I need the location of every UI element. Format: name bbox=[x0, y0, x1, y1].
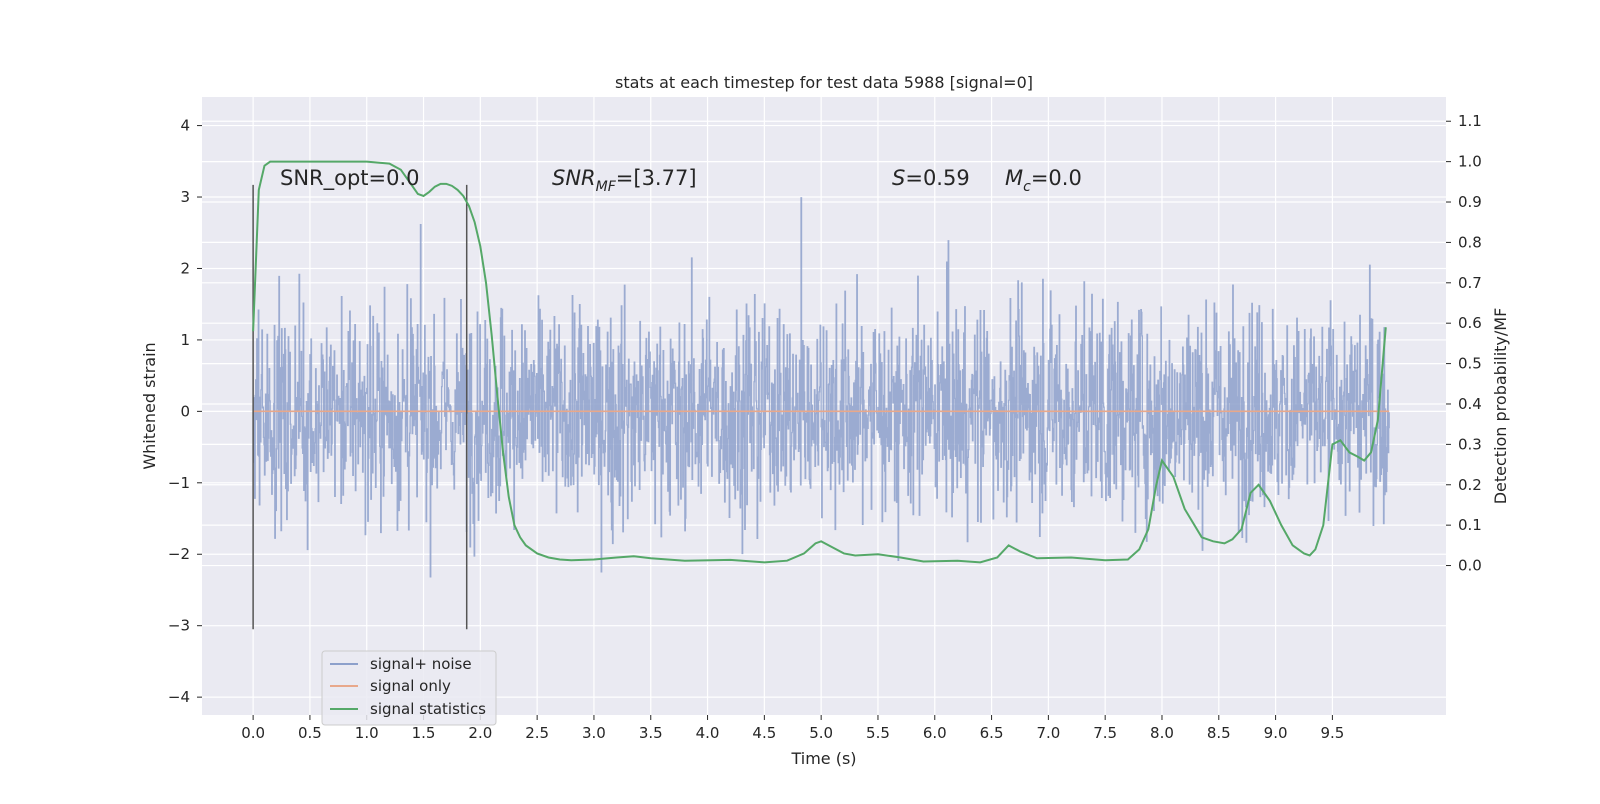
y-right-tick-label-8: 0.3 bbox=[1458, 435, 1482, 453]
x-tick-label-11: 5.5 bbox=[866, 724, 890, 742]
annotation-snr-mf-sub: MF bbox=[596, 179, 617, 195]
annotation-snr-mf-main: SNR bbox=[552, 166, 596, 190]
y-right-tick-label-4: 0.7 bbox=[1458, 274, 1482, 292]
legend-label-signal-only: signal only bbox=[370, 677, 451, 695]
x-tick-label-4: 2.0 bbox=[468, 724, 492, 742]
y-ticks-left: 4 3 2 1 0 −1 −2 −3 −4 bbox=[168, 117, 202, 706]
x-tick-label-18: 9.0 bbox=[1264, 724, 1288, 742]
y-ticks-right: 1.1 1.0 0.9 0.8 0.7 0.6 0.5 0.4 0.3 0.2 0.1 0.0 bbox=[1446, 112, 1482, 575]
x-tick-label-8: 4.0 bbox=[696, 724, 720, 742]
x-tick-label-14: 7.0 bbox=[1036, 724, 1060, 742]
noise-trace bbox=[252, 197, 1390, 578]
x-tick-label-6: 3.0 bbox=[582, 724, 606, 742]
y-right-tick-label-0: 1.1 bbox=[1458, 112, 1482, 130]
y-right-tick-label-2: 0.9 bbox=[1458, 193, 1482, 211]
y-axis-label-right: Detection probability/MF bbox=[1491, 308, 1510, 505]
annotations: SNR_opt=0.0 SNRMF=[3.77] S=0.59 Mc=0.0 bbox=[280, 166, 1082, 195]
y-left-tick-label-3: 1 bbox=[180, 331, 190, 349]
x-tick-label-12: 6.0 bbox=[923, 724, 947, 742]
y-right-tick-label-3: 0.8 bbox=[1458, 233, 1482, 251]
legend-label-signal-statistics: signal statistics bbox=[370, 700, 486, 718]
annotation-snr-mf-value: =[3.77] bbox=[616, 166, 697, 190]
x-tick-label-10: 5.0 bbox=[809, 724, 833, 742]
x-tick-label-19: 9.5 bbox=[1320, 724, 1344, 742]
annotation-s: S=0.59 bbox=[892, 166, 970, 190]
y-left-tick-label-4: 0 bbox=[180, 402, 190, 420]
y-left-tick-label-0: 4 bbox=[180, 117, 190, 135]
annotation-mc-sub: c bbox=[1023, 179, 1031, 195]
x-tick-label-13: 6.5 bbox=[980, 724, 1004, 742]
vertical-markers bbox=[252, 184, 468, 630]
y-left-tick-label-8: −4 bbox=[168, 688, 190, 706]
x-tick-label-2: 1.0 bbox=[355, 724, 379, 742]
legend-label-signal-noise: signal+ noise bbox=[370, 655, 472, 673]
legend-box bbox=[321, 650, 497, 726]
annotation-mc-var: M bbox=[1005, 166, 1023, 190]
x-tick-label-16: 8.0 bbox=[1150, 724, 1174, 742]
y-left-tick-label-2: 2 bbox=[180, 259, 190, 277]
x-axis-label: Time (s) bbox=[790, 749, 856, 768]
y-right-tick-label-5: 0.6 bbox=[1458, 314, 1482, 332]
y-right-tick-label-10: 0.1 bbox=[1458, 516, 1482, 534]
x-tick-label-0: 0.0 bbox=[241, 724, 265, 742]
chart-title: stats at each timestep for test data 598… bbox=[615, 73, 1033, 92]
y-axis-label-left: Whitened strain bbox=[140, 342, 159, 469]
annotation-mc-value: =0.0 bbox=[1031, 166, 1082, 190]
x-ticks: 0.0 0.5 1.0 1.5 2.0 2.5 3.0 3.5 4.0 4.5 5.0 5.5 6.0 6… bbox=[241, 715, 1344, 742]
annotation-snr-opt: SNR_opt=0.0 bbox=[280, 166, 420, 191]
annotation-snr-mf: SNRMF=[3.77] bbox=[552, 166, 697, 195]
annotation-mc: Mc=0.0 bbox=[1005, 166, 1082, 195]
x-tick-label-17: 8.5 bbox=[1207, 724, 1231, 742]
x-tick-label-3: 1.5 bbox=[412, 724, 436, 742]
y-left-tick-label-1: 3 bbox=[180, 188, 190, 206]
y-right-tick-label-1: 1.0 bbox=[1458, 153, 1482, 171]
y-right-tick-label-11: 0.0 bbox=[1458, 557, 1482, 575]
x-tick-label-5: 2.5 bbox=[525, 724, 549, 742]
x-tick-label-7: 3.5 bbox=[639, 724, 663, 742]
y-right-tick-label-9: 0.2 bbox=[1458, 476, 1482, 494]
x-tick-label-9: 4.5 bbox=[752, 724, 776, 742]
x-tick-label-1: 0.5 bbox=[298, 724, 322, 742]
y-right-tick-label-6: 0.5 bbox=[1458, 355, 1482, 373]
y-right-tick-label-7: 0.4 bbox=[1458, 395, 1482, 413]
y-left-tick-label-6: −2 bbox=[168, 545, 190, 563]
y-left-tick-label-7: −3 bbox=[168, 617, 190, 635]
x-tick-label-15: 7.5 bbox=[1093, 724, 1117, 742]
annotation-s-value: =0.59 bbox=[905, 166, 969, 190]
series-signal-noise bbox=[252, 197, 1390, 578]
series-signal-statistics bbox=[252, 160, 1387, 564]
legend: signal+ noise signal only signal statist… bbox=[321, 650, 497, 726]
y-left-tick-label-5: −1 bbox=[168, 474, 190, 492]
annotation-s-var: S bbox=[892, 166, 905, 190]
